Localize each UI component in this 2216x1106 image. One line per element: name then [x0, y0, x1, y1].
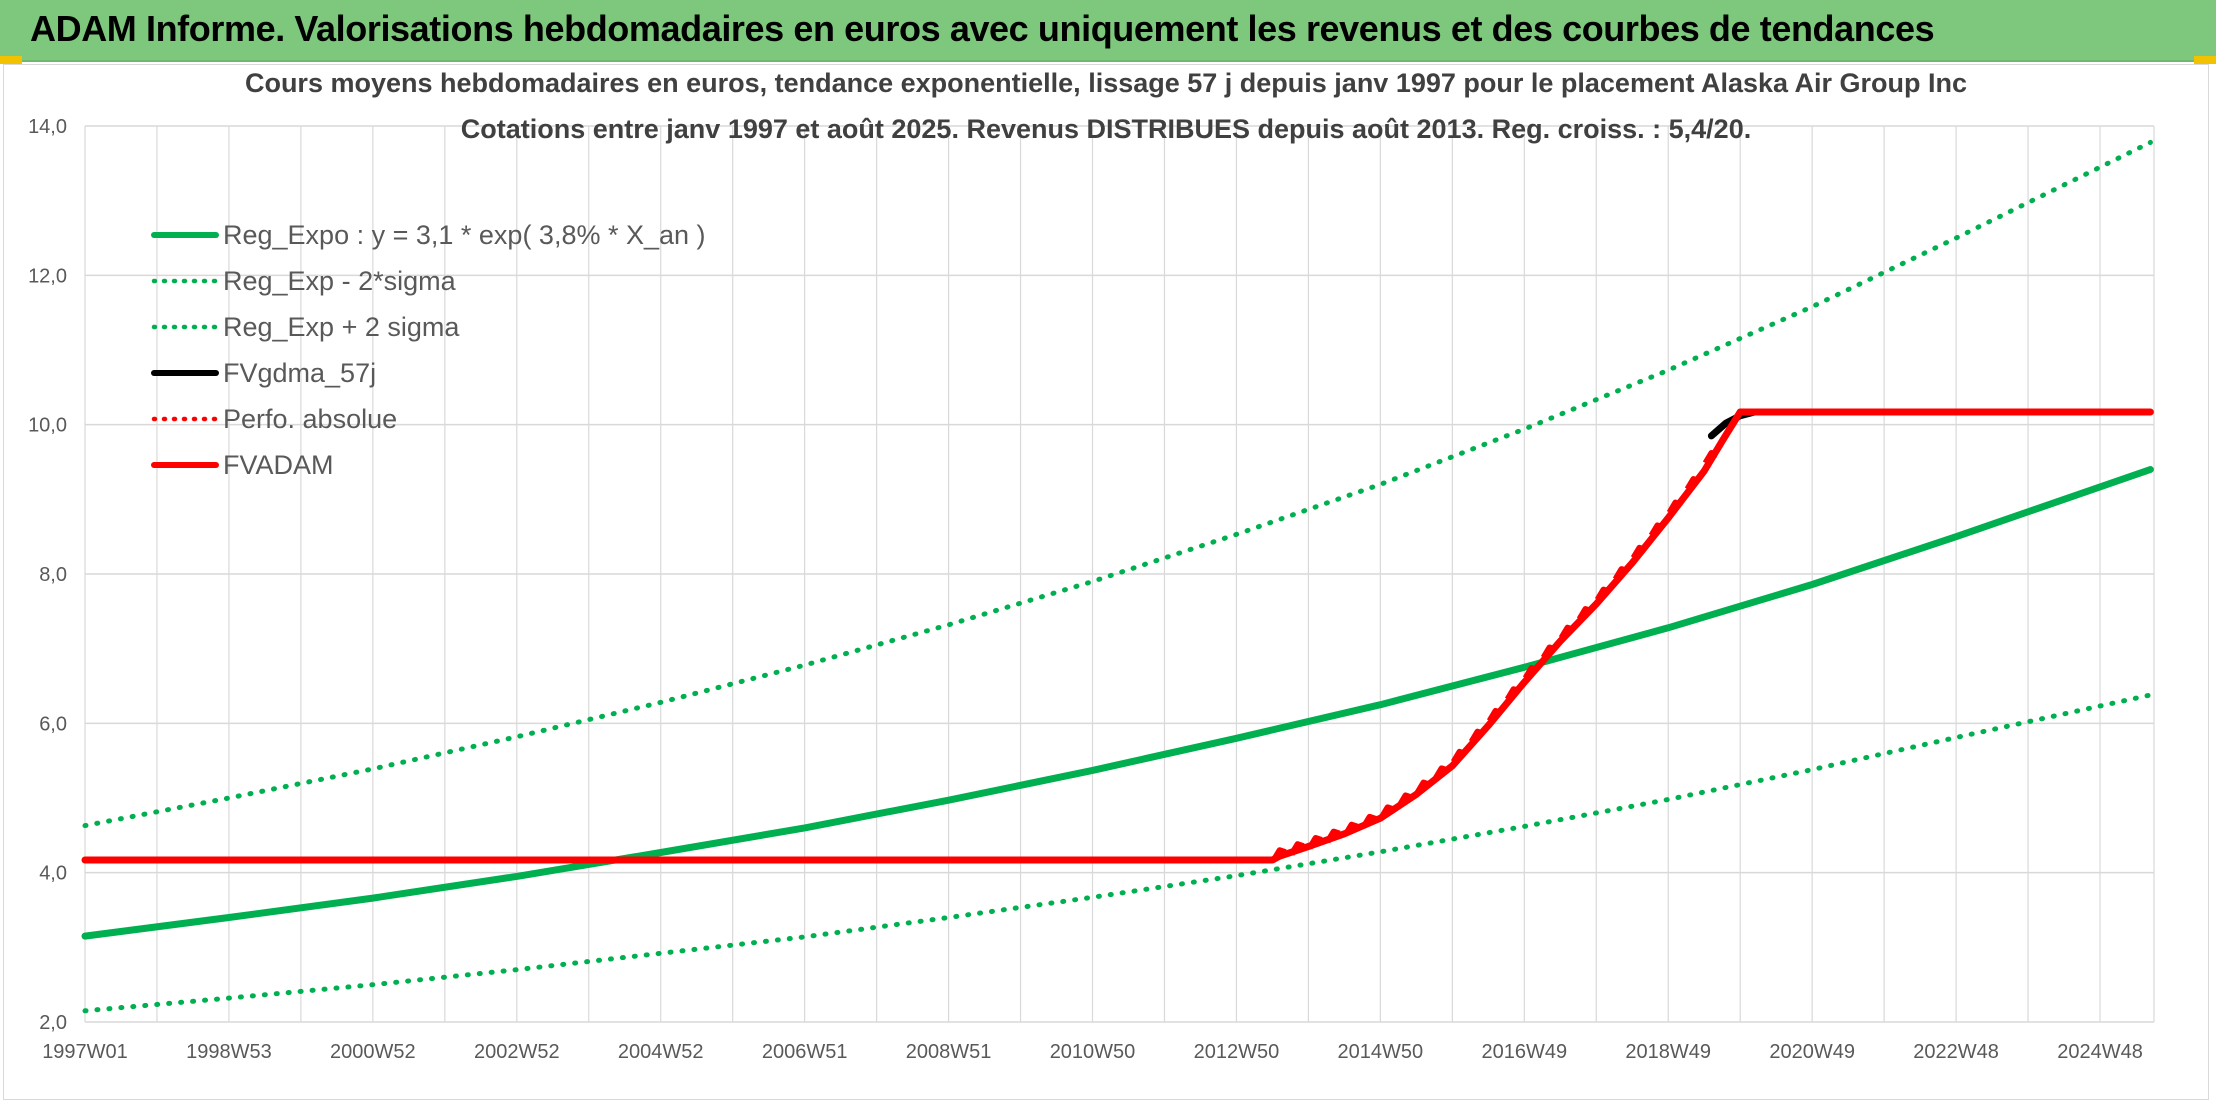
fvadam-step	[1612, 566, 1629, 581]
x-tick-label: 2004W52	[618, 1041, 704, 1063]
x-tick-label: 2014W50	[1338, 1041, 1424, 1063]
fvadam-step	[1378, 804, 1395, 819]
fvadam-step	[1522, 665, 1539, 680]
x-tick-label: 2016W49	[1481, 1041, 1567, 1063]
y-tick-label: 12,0	[28, 265, 67, 287]
fvadam-step	[1702, 450, 1719, 465]
x-tick-label: 2024W48	[2057, 1041, 2143, 1063]
corner-marker-left	[0, 56, 22, 64]
y-tick-label: 8,0	[39, 564, 67, 586]
fvadam-step	[1289, 841, 1305, 856]
x-tick-label: 2022W48	[1913, 1041, 1999, 1063]
chart-title-line-1: Cours moyens hebdomadaires en euros, ten…	[245, 68, 1967, 98]
legend-label-4: Perfo. absolue	[223, 404, 397, 434]
fvadam-step	[1486, 707, 1503, 723]
fvadam-step	[1576, 606, 1593, 621]
x-tick-label: 2020W49	[1769, 1041, 1855, 1063]
fvadam-step	[1414, 779, 1431, 795]
y-tick-label: 6,0	[39, 713, 67, 735]
legend-label-0: Reg_Expo : y = 3,1 * exp( 3,8% * X_an )	[223, 220, 706, 250]
corner-marker-right	[2194, 56, 2216, 64]
grid	[84, 125, 2155, 1023]
legend-label-3: FVgdma_57j	[223, 358, 376, 388]
header-bar: ADAM Informe. Valorisations hebdomadaire…	[0, 0, 2216, 62]
x-tick-label: 2000W52	[330, 1041, 416, 1063]
header-title: ADAM Informe. Valorisations hebdomadaire…	[30, 8, 1935, 49]
fvadam-step	[1558, 624, 1575, 640]
fvadam-step	[1468, 728, 1485, 744]
series-line-fvadam	[81, 408, 2154, 864]
chart-title-line-2: Cotations entre janv 1997 et août 2025. …	[461, 114, 1751, 144]
fvadam-step	[1432, 765, 1449, 780]
line-chart: Cours moyens hebdomadaires en euros, ten…	[28, 68, 2155, 1063]
fvadam-step	[1504, 686, 1521, 701]
chart-area: Cours moyens hebdomadaires en euros, ten…	[3, 64, 2209, 1100]
fvadam-step	[1325, 828, 1341, 844]
y-tick-label: 10,0	[28, 415, 67, 437]
fvadam-step	[1648, 522, 1665, 537]
x-tick-label: 1998W53	[186, 1041, 272, 1063]
fvadam-step	[1630, 544, 1647, 560]
series-line-reg-expo-y-3-1-exp-3-8-x-an	[81, 466, 2154, 940]
legend-label-2: Reg_Exp + 2 sigma	[223, 312, 460, 342]
x-tick-label: 2010W50	[1050, 1041, 1136, 1063]
fvadam-step	[1450, 748, 1467, 764]
fvadam-step	[1396, 792, 1413, 807]
y-tick-label: 14,0	[28, 116, 67, 138]
x-tick-label: 2012W50	[1194, 1041, 1280, 1063]
chart-title: Cours moyens hebdomadaires en euros, ten…	[245, 68, 1967, 144]
x-tick-label: 2002W52	[474, 1041, 560, 1063]
series-lines	[81, 139, 2154, 1014]
x-tick-label: 2006W51	[762, 1041, 848, 1063]
fvadam-step	[1594, 586, 1611, 602]
legend-label-5: FVADAM	[223, 450, 334, 480]
x-axis-tick-labels: 1997W01 1998W53 2000W52 2002W52 2004W52 2006W…	[42, 1041, 2143, 1063]
series-line-reg-exp-2-sigma	[82, 692, 2153, 1014]
fvadam-step	[1666, 499, 1683, 515]
fvadam-step	[1343, 821, 1359, 837]
fvadam-step	[1271, 847, 1287, 862]
x-tick-label: 2018W49	[1625, 1041, 1711, 1063]
y-axis-tick-labels: 2,0 4,0 6,0 8,0 10,0 12,0 14,0	[28, 116, 67, 1034]
legend: Reg_Expo : y = 3,1 * exp( 3,8% * X_an ) R…	[151, 220, 706, 480]
legend-label-1: Reg_Exp - 2*sigma	[223, 266, 457, 296]
fvadam-step	[1361, 813, 1377, 829]
y-tick-label: 2,0	[39, 1012, 67, 1034]
fvadam-step	[1307, 834, 1323, 850]
x-tick-label: 1997W01	[42, 1041, 128, 1063]
fvadam-step	[1684, 476, 1701, 491]
y-tick-label: 4,0	[39, 863, 67, 885]
x-tick-label: 2008W51	[906, 1041, 992, 1063]
fvadam-step	[1540, 644, 1557, 660]
